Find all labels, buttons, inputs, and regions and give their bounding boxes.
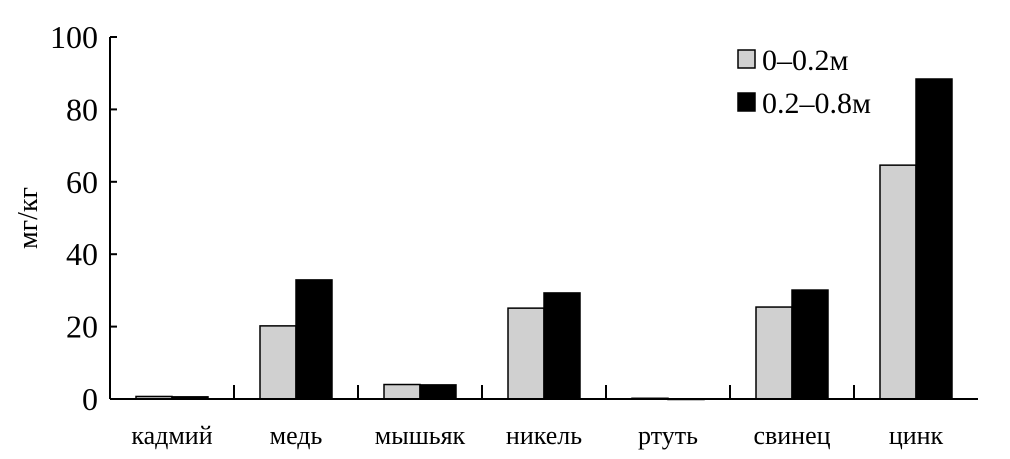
x-tick-label: никель bbox=[506, 421, 582, 450]
y-tick-label: 100 bbox=[50, 19, 98, 55]
y-tick-label: 40 bbox=[66, 236, 98, 272]
y-tick-label: 60 bbox=[66, 164, 98, 200]
bar-никель-1 bbox=[543, 292, 581, 400]
x-tick-label: цинк bbox=[889, 421, 944, 450]
legend-label: 0–0.2м bbox=[762, 44, 849, 77]
x-tick-label: медь bbox=[270, 421, 323, 450]
bar-медь-1 bbox=[295, 279, 333, 400]
x-tick-label: мышьяк bbox=[375, 421, 466, 450]
y-tick-label: 20 bbox=[66, 309, 98, 345]
bar-медь-0 bbox=[259, 325, 297, 400]
bar-свинец-1 bbox=[791, 289, 829, 400]
y-axis-label: мг/кг bbox=[13, 187, 44, 249]
y-tick-label: 80 bbox=[66, 91, 98, 127]
legend-label: 0.2–0.8м bbox=[762, 87, 871, 120]
x-tick-label: кадмий bbox=[131, 421, 212, 450]
legend-swatch bbox=[737, 92, 756, 112]
bar-свинец-0 bbox=[755, 306, 793, 400]
bar-цинк-0 bbox=[879, 164, 917, 400]
bar-никель-0 bbox=[507, 307, 545, 400]
legend-swatch bbox=[737, 49, 756, 69]
bar-мышьяк-0 bbox=[383, 383, 421, 400]
bar-мышьяк-1 bbox=[419, 384, 457, 400]
x-tick-label: ртуть bbox=[638, 421, 698, 450]
x-tick-label: свинец bbox=[753, 421, 830, 450]
y-tick-label: 0 bbox=[82, 381, 98, 417]
bar-цинк-1 bbox=[915, 78, 953, 400]
